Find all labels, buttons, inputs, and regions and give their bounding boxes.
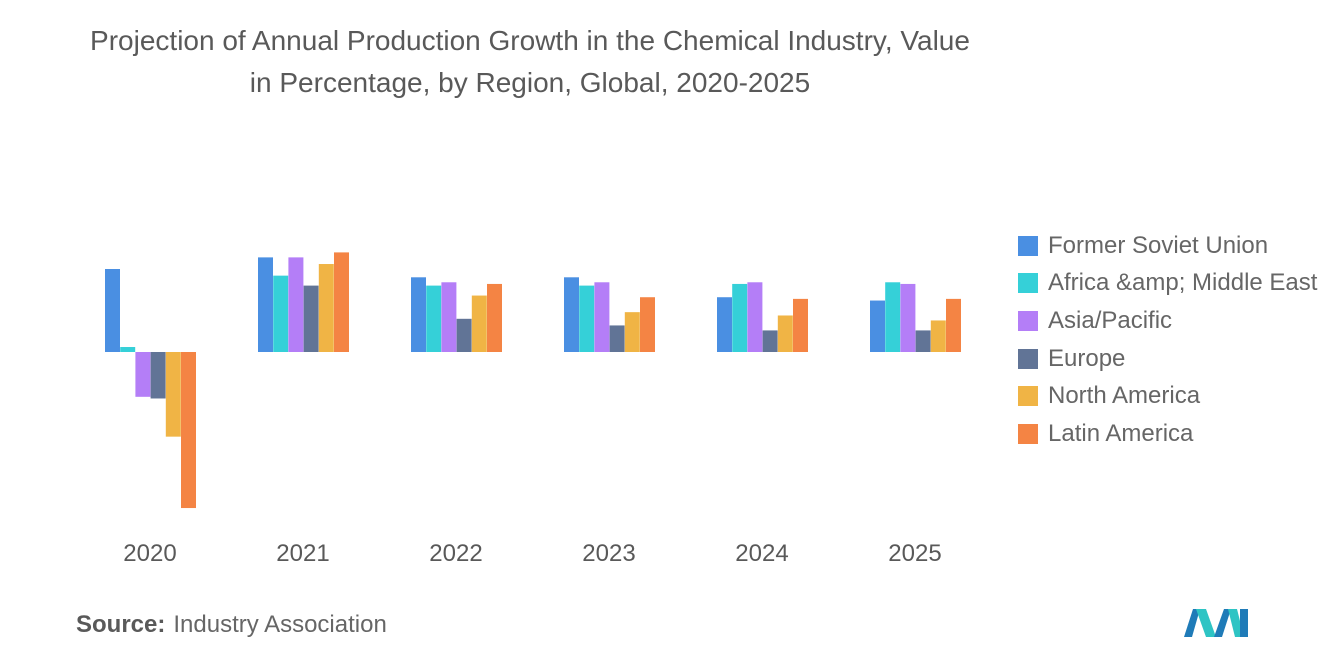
legend-swatch [1018,273,1038,294]
bar-2023-former-soviet-union [564,277,579,352]
bar-2020-north-america [165,352,181,437]
source-note: Source: Industry Association [76,611,387,639]
bar-2021-former-soviet-union [258,257,273,352]
legend-label: Africa &amp; Middle East [1048,269,1318,297]
bar-2022-europe [456,318,472,352]
source-text: Industry Association [173,611,387,638]
x-tick-label: 2022 [429,540,482,567]
bar-2024-former-soviet-union [717,297,732,352]
bar-2023-asia-pacific [594,282,610,352]
legend-label: North America [1048,382,1201,410]
bar-2025-europe [915,330,931,352]
x-tick-label: 2020 [123,540,176,567]
legend-swatch [1018,423,1038,444]
chart-legend: Former Soviet Union Africa &amp; Middle E… [1018,227,1320,453]
bar-2023-north-america [624,312,640,352]
bar-2022-latin-america [487,283,502,352]
x-tick-label: 2024 [735,540,788,567]
legend-item: Asia/Pacific [1018,302,1320,340]
bar-2023-africa-amp-middle-east [579,285,595,352]
bar-2025-africa-amp-middle-east [885,282,901,352]
mordor-intelligence-logo-icon [1184,609,1248,637]
bar-2020-latin-america [181,352,196,509]
bar-2021-north-america [318,264,334,352]
bar-2025-former-soviet-union [870,300,885,352]
bar-2020-africa-amp-middle-east [120,347,136,352]
x-tick-label: 2023 [582,540,635,567]
bar-2022-former-soviet-union [411,277,426,352]
bar-2024-asia-pacific [747,282,763,352]
bar-2020-europe [150,352,166,399]
bar-2022-africa-amp-middle-east [426,285,442,352]
legend-swatch [1018,235,1038,256]
bar-2024-latin-america [793,298,808,352]
bar-2024-north-america [777,315,793,352]
legend-label: Former Soviet Union [1048,231,1269,259]
legend-swatch [1018,386,1038,407]
legend-swatch [1018,348,1038,369]
x-tick-label: 2021 [276,540,329,567]
bar-2021-africa-amp-middle-east [273,275,289,352]
legend-swatch [1018,310,1038,331]
source-label: Source: [76,611,166,638]
bar-2024-africa-amp-middle-east [732,283,748,352]
bar-chart: 2020 2021 2022 2023 2024 2025 [105,252,961,567]
bar-2020-former-soviet-union [105,269,120,352]
bar-2021-europe [303,285,319,352]
legend-item: Former Soviet Union [1018,227,1320,265]
bar-2025-latin-america [946,298,961,352]
legend-item: North America [1018,377,1320,415]
legend-item: Africa &amp; Middle East [1018,265,1320,303]
x-tick-label: 2025 [888,540,941,567]
bar-2021-latin-america [334,252,349,352]
bar-2023-latin-america [640,297,655,352]
chart-title: Projection of Annual Production Growth i… [90,25,970,98]
bar-2024-europe [762,330,778,352]
legend-label: Latin America [1048,419,1194,447]
bar-2023-europe [609,325,625,352]
legend-label: Asia/Pacific [1048,306,1173,334]
legend-item: Europe [1018,340,1320,378]
bar-2025-asia-pacific [900,283,916,352]
bar-2022-asia-pacific [441,282,457,352]
bar-2025-north-america [930,320,946,352]
legend-item: Latin America [1018,415,1320,453]
legend-label: Europe [1048,344,1126,372]
bar-2020-asia-pacific [135,352,151,397]
bar-2021-asia-pacific [288,257,304,352]
bar-2022-north-america [471,295,487,352]
